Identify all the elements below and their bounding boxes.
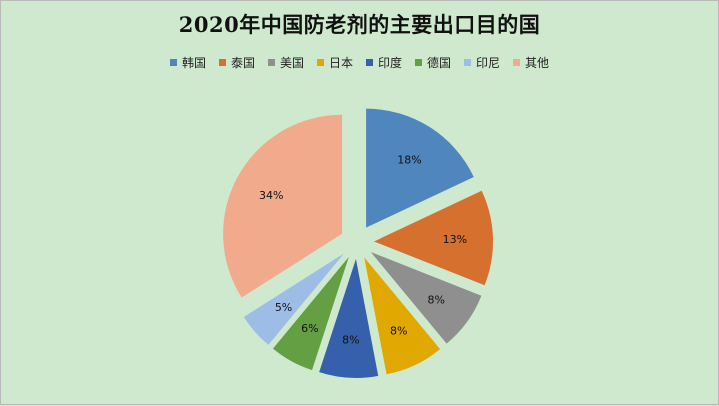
pie-slice	[373, 190, 493, 286]
legend-label: 印尼	[476, 56, 501, 70]
legend-item: 印尼	[464, 54, 500, 71]
slice-data-label: 8%	[342, 334, 359, 347]
slice-data-label: 18%	[397, 153, 421, 166]
legend-label: 德国	[427, 56, 452, 70]
pie-slice	[319, 258, 379, 378]
legend-label: 日本	[328, 56, 353, 70]
legend-swatch	[513, 59, 521, 66]
pie-slice	[364, 257, 441, 375]
legend-swatch	[267, 59, 275, 66]
pie-slice	[272, 256, 349, 371]
chart-title: 2020年中国防老剂的主要出口目的国	[178, 12, 541, 37]
slice-data-label: 8%	[390, 325, 407, 338]
legend-item: 日本	[316, 54, 353, 71]
chart-legend: 韩国 泰国 美国 日本 印度 德国 印尼 其他	[1, 54, 718, 71]
slice-data-label: 6%	[301, 322, 318, 335]
slice-data-label: 5%	[275, 301, 292, 314]
pie-slice	[370, 251, 482, 344]
legend-item: 德国	[415, 54, 451, 71]
pie-slice	[243, 253, 345, 345]
legend-label: 美国	[279, 56, 304, 70]
legend-label: 印度	[378, 56, 403, 70]
legend-item: 泰国	[218, 54, 255, 71]
legend-label: 泰国	[230, 56, 255, 70]
legend-item: 印度	[366, 54, 402, 71]
legend-swatch	[169, 59, 177, 66]
legend-item: 韩国	[169, 54, 206, 71]
pie-slice	[366, 108, 474, 228]
legend-label: 韩国	[181, 56, 206, 70]
legend-item: 其他	[513, 54, 549, 71]
slice-data-label: 8%	[427, 294, 444, 307]
slice-data-label: 13%	[443, 233, 467, 246]
legend-swatch	[366, 59, 373, 66]
legend-swatch	[415, 59, 423, 66]
legend-swatch	[316, 59, 324, 66]
legend-label: 其他	[525, 56, 550, 70]
legend-item: 美国	[267, 54, 304, 71]
slice-data-label: 34%	[259, 189, 283, 202]
legend-swatch	[218, 59, 226, 66]
legend-swatch	[464, 59, 472, 66]
pie-slice	[223, 114, 343, 298]
